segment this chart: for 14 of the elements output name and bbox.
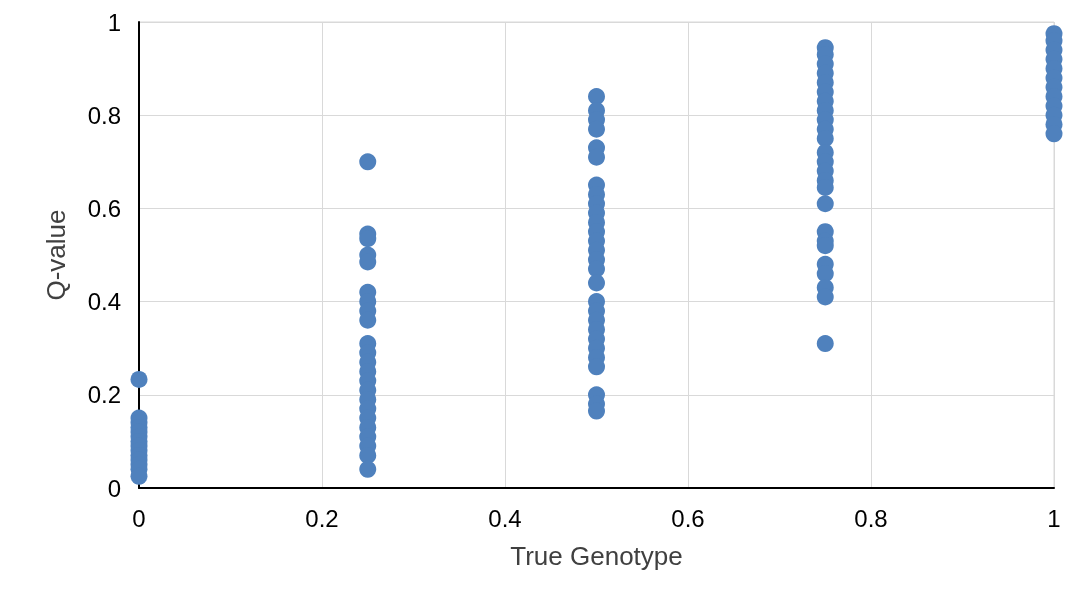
x-tick-label: 1 [1047, 504, 1061, 532]
y-tick-label: 0.2 [87, 381, 121, 409]
x-tick-label: 0.4 [488, 504, 522, 532]
y-axis-title: Q-value [41, 209, 71, 301]
y-tick-label: 1 [107, 8, 121, 36]
x-tick-label: 0.2 [305, 504, 339, 532]
y-tick-label: 0.6 [87, 194, 121, 222]
y-tick-label: 0.4 [87, 288, 121, 316]
x-axis-title: True Genotype [510, 541, 683, 571]
x-tick-label: 0.8 [854, 504, 888, 532]
y-tick-label: 0 [107, 474, 121, 502]
y-tick-label: 0.8 [87, 101, 121, 129]
x-tick-label: 0 [132, 504, 146, 532]
x-tick-label: 0.6 [671, 504, 705, 532]
